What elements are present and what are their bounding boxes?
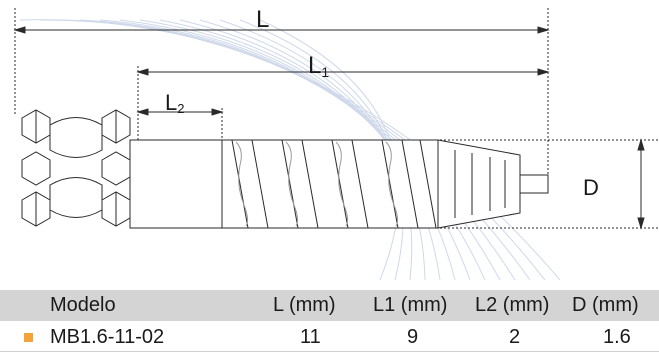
cell-l1: 9	[407, 326, 419, 348]
dimension-l-label: L	[256, 6, 269, 33]
dimension-l1	[136, 66, 550, 140]
screw-threads	[221, 139, 439, 229]
dimension-d-label: D	[583, 175, 599, 200]
dimension-l2	[136, 108, 224, 140]
cell-d: 1.6	[603, 326, 631, 348]
screw-head	[21, 109, 131, 227]
background-arcs	[19, 19, 561, 280]
dimension-l2-label: L2	[165, 90, 184, 116]
header-l-mm: L (mm)	[273, 294, 336, 316]
cell-l: 11	[300, 326, 321, 348]
dimension-l	[13, 8, 550, 180]
cell-l2: 2	[509, 326, 521, 348]
orange-bullet-icon	[24, 333, 33, 342]
screw-technical-drawing: L L1 L2 D	[13, 6, 659, 280]
screw-shank	[129, 139, 223, 229]
dimension-l1-label: L1	[308, 52, 329, 80]
cell-modelo: MB1.6-11-02	[50, 326, 165, 348]
header-l2-mm: L2 (mm)	[475, 294, 550, 316]
table-row: MB1.6-11-02 11 9 2 1.6	[0, 323, 659, 352]
dimension-d	[440, 138, 659, 230]
header-l1-mm: L1 (mm)	[373, 294, 448, 316]
table-header: Modelo L (mm) L1 (mm) L2 (mm) D (mm)	[0, 290, 659, 321]
header-modelo: Modelo	[50, 294, 116, 316]
header-d-mm: D (mm)	[572, 294, 639, 316]
specifications-table: Modelo L (mm) L1 (mm) L2 (mm) D (mm) MB1…	[0, 290, 659, 352]
screw-tip	[437, 139, 549, 229]
